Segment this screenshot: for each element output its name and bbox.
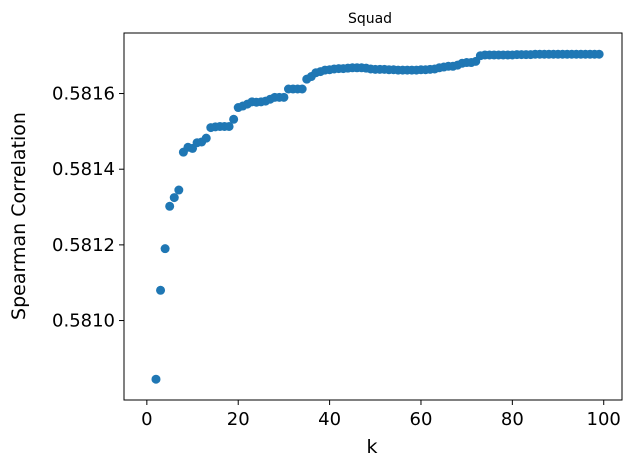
data-point xyxy=(224,121,234,131)
x-tick-label: 0 xyxy=(141,409,152,430)
y-tick-label: 0.5812 xyxy=(52,235,115,256)
chart-title: Squad xyxy=(348,11,392,27)
data-points xyxy=(151,49,604,384)
data-point xyxy=(160,244,170,254)
data-point xyxy=(229,114,239,124)
y-axis-label: Spearman Correlation xyxy=(8,112,30,320)
data-point xyxy=(297,84,307,94)
y-tick-label: 0.5816 xyxy=(52,84,115,105)
x-axis-label: k xyxy=(366,436,377,458)
y-axis-ticks: 0.5810 0.5812 0.5814 0.5816 xyxy=(52,84,124,332)
data-point xyxy=(156,285,166,295)
data-point xyxy=(165,201,175,211)
x-tick-label: 100 xyxy=(587,409,621,430)
data-point xyxy=(201,133,211,143)
data-point xyxy=(151,374,161,384)
y-tick-label: 0.5814 xyxy=(52,159,115,180)
data-point xyxy=(169,193,179,203)
x-tick-label: 60 xyxy=(410,409,433,430)
x-tick-label: 40 xyxy=(318,409,341,430)
x-axis-ticks: 0 20 40 60 80 100 xyxy=(141,400,621,430)
data-point xyxy=(174,185,184,195)
plot-frame xyxy=(123,32,623,401)
data-point xyxy=(279,92,289,102)
data-point xyxy=(594,49,604,59)
x-tick-label: 80 xyxy=(501,409,524,430)
y-tick-label: 0.5810 xyxy=(52,311,115,332)
x-tick-label: 20 xyxy=(227,409,250,430)
